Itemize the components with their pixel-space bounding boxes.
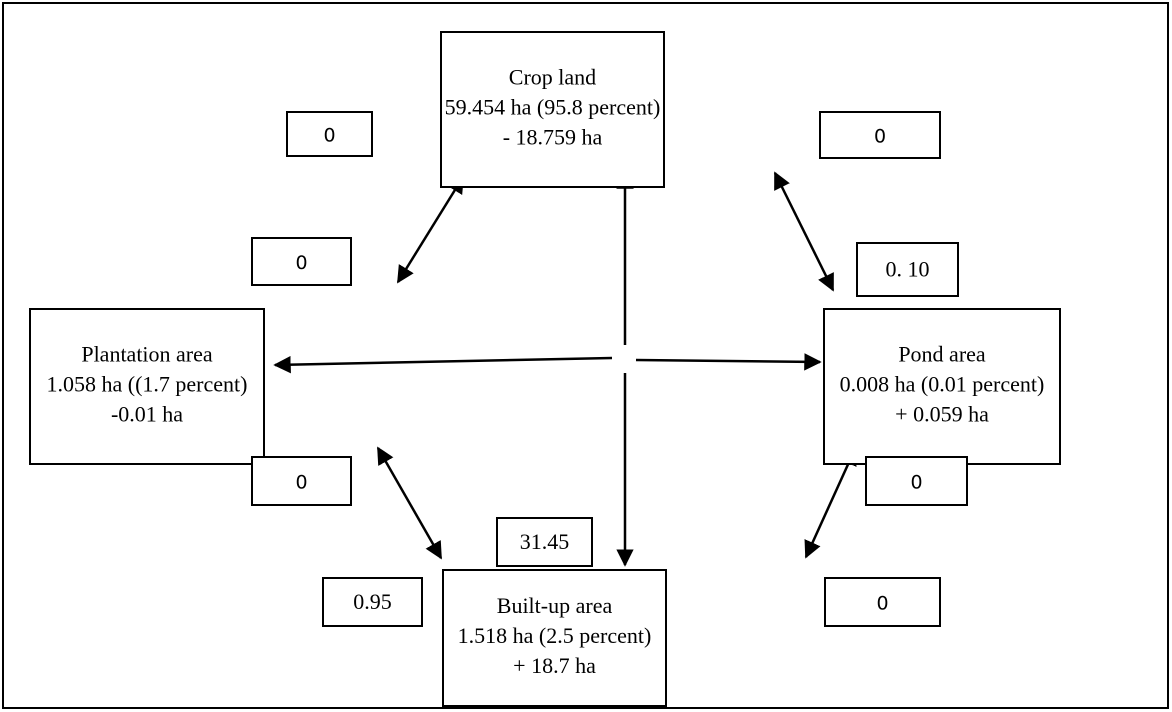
edge-label: 31.45 xyxy=(520,529,570,554)
edge-label: 0 xyxy=(323,125,335,147)
node-text: - 18.759 ha xyxy=(503,125,603,150)
node-text: Pond area xyxy=(898,342,986,367)
edge-label: 0 xyxy=(876,593,888,615)
arrow xyxy=(273,355,613,374)
edge-label-box xyxy=(865,456,968,506)
edge-label-box xyxy=(496,517,593,567)
edge-label-box xyxy=(819,111,941,159)
edge-label-box xyxy=(251,456,352,506)
edge-label-box xyxy=(251,237,352,286)
edge-label-box xyxy=(824,577,941,627)
arrows xyxy=(273,171,857,567)
edge-label-box xyxy=(286,111,373,157)
edge-label: 0. 10 xyxy=(886,257,930,282)
node-box xyxy=(29,308,265,465)
arrow xyxy=(804,447,857,559)
edge-label: 0 xyxy=(874,126,886,148)
node-text: + 18.7 ha xyxy=(513,653,596,678)
arrow xyxy=(635,353,822,371)
node-text: 59.454 ha (95.8 percent) xyxy=(445,95,661,120)
node-box xyxy=(440,31,665,188)
arrow xyxy=(773,171,835,292)
edge-label: 0 xyxy=(910,472,922,494)
arrow xyxy=(376,446,443,560)
boxes: Crop land 59.454 ha (95.8 percent) - 18.75… xyxy=(29,31,1061,707)
node-text: Plantation area xyxy=(81,342,213,367)
edge-label: 0 xyxy=(295,472,307,494)
node-text: Crop land xyxy=(509,65,596,90)
node-box xyxy=(442,569,667,707)
node-box xyxy=(823,308,1061,465)
node-text: 1.518 ha (2.5 percent) xyxy=(458,623,652,648)
node-text: Built-up area xyxy=(497,593,613,618)
edge-label: 0.95 xyxy=(353,589,392,614)
node-text: 0.008 ha (0.01 percent) xyxy=(840,372,1045,397)
edge-label-box xyxy=(856,242,959,297)
node-text: -0.01 ha xyxy=(111,402,183,427)
arrow xyxy=(396,175,465,284)
edge-label: 0 xyxy=(295,252,307,274)
edge-label-box xyxy=(322,577,423,627)
node-text: 1.058 ha ((1.7 percent) xyxy=(47,372,248,397)
node-text: + 0.059 ha xyxy=(895,402,989,427)
